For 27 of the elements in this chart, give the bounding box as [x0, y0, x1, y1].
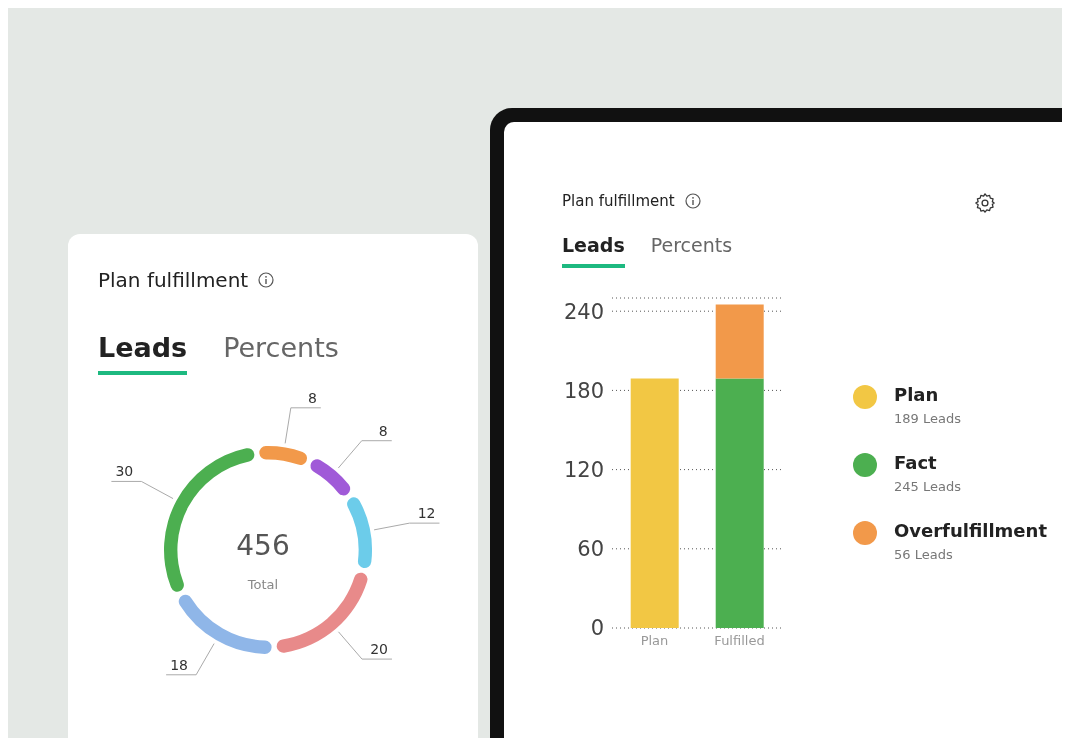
y-tick-label: 240: [563, 299, 604, 324]
device-frame: Plan fulfillment Leads Percents Plan Fulfilled 0 60 120 180 240 Plan 189 Leads Fact 245 Leads Overfulfillment 56 Leads: [490, 108, 1062, 738]
chart-title: Plan fulfillment: [98, 268, 250, 292]
text: Percents: [223, 332, 339, 365]
legend-label: Plan: [894, 384, 940, 405]
text: Total: [246, 577, 279, 592]
y-tick-label: 180: [563, 378, 604, 403]
text: 245 Leads: [894, 479, 961, 494]
data-label: 8: [307, 389, 317, 406]
y-tick-label: 60: [577, 537, 604, 562]
text: Leads: [562, 234, 625, 268]
data-label: 8: [378, 422, 388, 439]
x-tick-label: Fulfilled: [714, 633, 765, 649]
data-label: 18: [170, 656, 188, 673]
y-tick-label: 0: [590, 616, 604, 641]
text: 189 Leads: [894, 411, 961, 426]
text: Percents: [650, 234, 733, 258]
text: 56 Leads: [894, 547, 954, 562]
data-label: 12: [417, 505, 436, 522]
legend-label: Overfulfillment: [894, 520, 1047, 541]
data-label: 20: [370, 641, 388, 658]
text: Leads: [98, 332, 188, 375]
y-tick-label: 120: [563, 458, 604, 483]
data-label: 30: [115, 463, 134, 480]
legend-label: Fact: [894, 452, 938, 473]
chart-title: Plan fulfillment: [562, 192, 676, 210]
text: 456: [236, 529, 290, 562]
